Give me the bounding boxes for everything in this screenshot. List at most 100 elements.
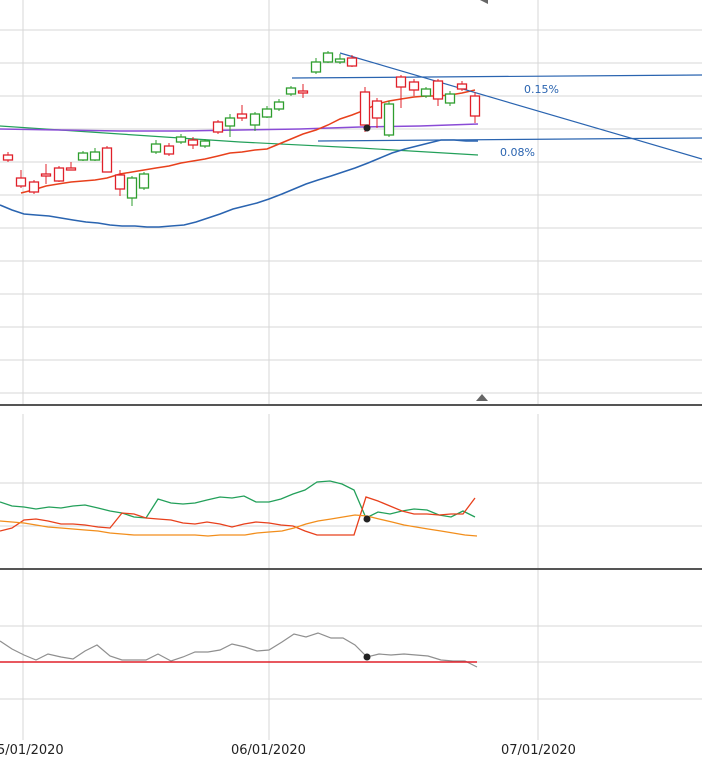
candle-body-17 bbox=[212, 121, 224, 133]
candle-9 bbox=[114, 170, 126, 196]
candle-body-21 bbox=[261, 108, 273, 118]
candle-body-0 bbox=[2, 154, 14, 161]
candle-body-3 bbox=[40, 173, 52, 177]
descending-trendline bbox=[339, 52, 702, 160]
candle-body-18 bbox=[224, 117, 236, 127]
candle-13 bbox=[163, 143, 175, 156]
candle-body-36 bbox=[444, 93, 456, 104]
candle-body-4 bbox=[53, 167, 65, 182]
candle-body-10 bbox=[126, 177, 138, 199]
candle-body-19 bbox=[236, 113, 248, 119]
candle-38 bbox=[469, 92, 481, 123]
lower-series-0 bbox=[0, 632, 478, 668]
price-marker-dot bbox=[363, 124, 371, 132]
candle-31 bbox=[383, 101, 395, 137]
candle-7 bbox=[89, 148, 101, 161]
level-line-008 bbox=[317, 137, 702, 142]
candle-10 bbox=[126, 176, 138, 206]
candle-12 bbox=[150, 140, 162, 154]
candle-34 bbox=[420, 87, 432, 98]
candle-3 bbox=[40, 164, 52, 184]
candle-body-15 bbox=[187, 139, 199, 146]
candle-28 bbox=[346, 55, 358, 67]
candle-21 bbox=[261, 106, 273, 118]
osc-series-1 bbox=[0, 496, 476, 536]
ma-fast-line bbox=[20, 89, 476, 194]
candle-body-6 bbox=[77, 152, 89, 161]
candle-body-2 bbox=[28, 181, 40, 193]
candle-6 bbox=[77, 151, 89, 161]
candle-16 bbox=[199, 139, 211, 148]
ma-slow-line bbox=[0, 139, 478, 228]
top-corner-mark bbox=[480, 0, 488, 4]
candle-body-11 bbox=[138, 173, 150, 189]
ma-purple-line bbox=[0, 123, 479, 132]
candle-body-12 bbox=[150, 143, 162, 153]
candle-37 bbox=[456, 81, 468, 91]
candle-20 bbox=[249, 112, 261, 131]
candle-15 bbox=[187, 137, 199, 149]
candle-body-32 bbox=[395, 76, 407, 88]
level-line-015 bbox=[291, 74, 702, 79]
candle-30 bbox=[371, 98, 383, 128]
candle-body-38 bbox=[469, 95, 481, 117]
candle-19 bbox=[236, 105, 248, 121]
lower-marker-dot bbox=[363, 653, 371, 661]
candle-36 bbox=[444, 91, 456, 106]
candle-body-8 bbox=[101, 147, 113, 173]
candle-8 bbox=[101, 146, 113, 173]
candle-4 bbox=[53, 166, 65, 182]
x-tick-label-may: 5/01/2020 bbox=[0, 743, 64, 758]
candle-18 bbox=[224, 114, 236, 137]
osc-marker-dot bbox=[363, 515, 371, 523]
candle-body-1 bbox=[15, 177, 27, 187]
candle-body-16 bbox=[199, 140, 211, 147]
scroll-handle bbox=[476, 394, 488, 401]
candle-24 bbox=[297, 84, 309, 98]
price-panel-lines bbox=[0, 52, 702, 228]
candle-23 bbox=[285, 86, 297, 96]
candle-body-27 bbox=[334, 58, 346, 63]
candle-body-9 bbox=[114, 174, 126, 190]
osc-series-2 bbox=[0, 514, 478, 537]
candle-body-33 bbox=[408, 81, 420, 91]
candle-body-31 bbox=[383, 103, 395, 136]
candle-body-5 bbox=[65, 167, 77, 171]
candle-body-34 bbox=[420, 88, 432, 97]
x-tick-label-june: 06/01/2020 bbox=[231, 743, 306, 758]
osc-series-0 bbox=[0, 480, 476, 519]
candle-1 bbox=[15, 170, 27, 188]
candle-body-23 bbox=[285, 87, 297, 95]
candle-17 bbox=[212, 120, 224, 134]
candle-body-35 bbox=[432, 80, 444, 100]
candle-22 bbox=[273, 99, 285, 111]
candle-body-14 bbox=[175, 136, 187, 143]
annotation-015: 0.15% bbox=[524, 83, 559, 96]
panel-borders bbox=[0, 0, 702, 570]
price-candles bbox=[2, 51, 481, 206]
candle-body-24 bbox=[297, 90, 309, 94]
candle-5 bbox=[65, 162, 77, 171]
candle-body-37 bbox=[456, 83, 468, 90]
candle-2 bbox=[28, 180, 40, 194]
candle-body-30 bbox=[371, 100, 383, 119]
lower-panel-lines bbox=[0, 632, 478, 668]
candle-0 bbox=[2, 152, 14, 162]
candle-27 bbox=[334, 54, 346, 64]
annotation-008: 0.08% bbox=[500, 146, 535, 159]
candle-body-20 bbox=[249, 113, 261, 126]
x-tick-label-july: 07/01/2020 bbox=[501, 743, 576, 758]
candle-29 bbox=[359, 87, 371, 132]
candle-33 bbox=[408, 79, 420, 96]
grid bbox=[0, 0, 702, 740]
candle-26 bbox=[322, 51, 334, 63]
price-markers bbox=[363, 124, 371, 132]
oscillator-panel-lines bbox=[0, 480, 478, 537]
candle-body-25 bbox=[310, 61, 322, 73]
candle-14 bbox=[175, 134, 187, 144]
candle-11 bbox=[138, 172, 150, 190]
candle-body-29 bbox=[359, 91, 371, 126]
candle-body-22 bbox=[273, 101, 285, 110]
candle-35 bbox=[432, 79, 444, 106]
